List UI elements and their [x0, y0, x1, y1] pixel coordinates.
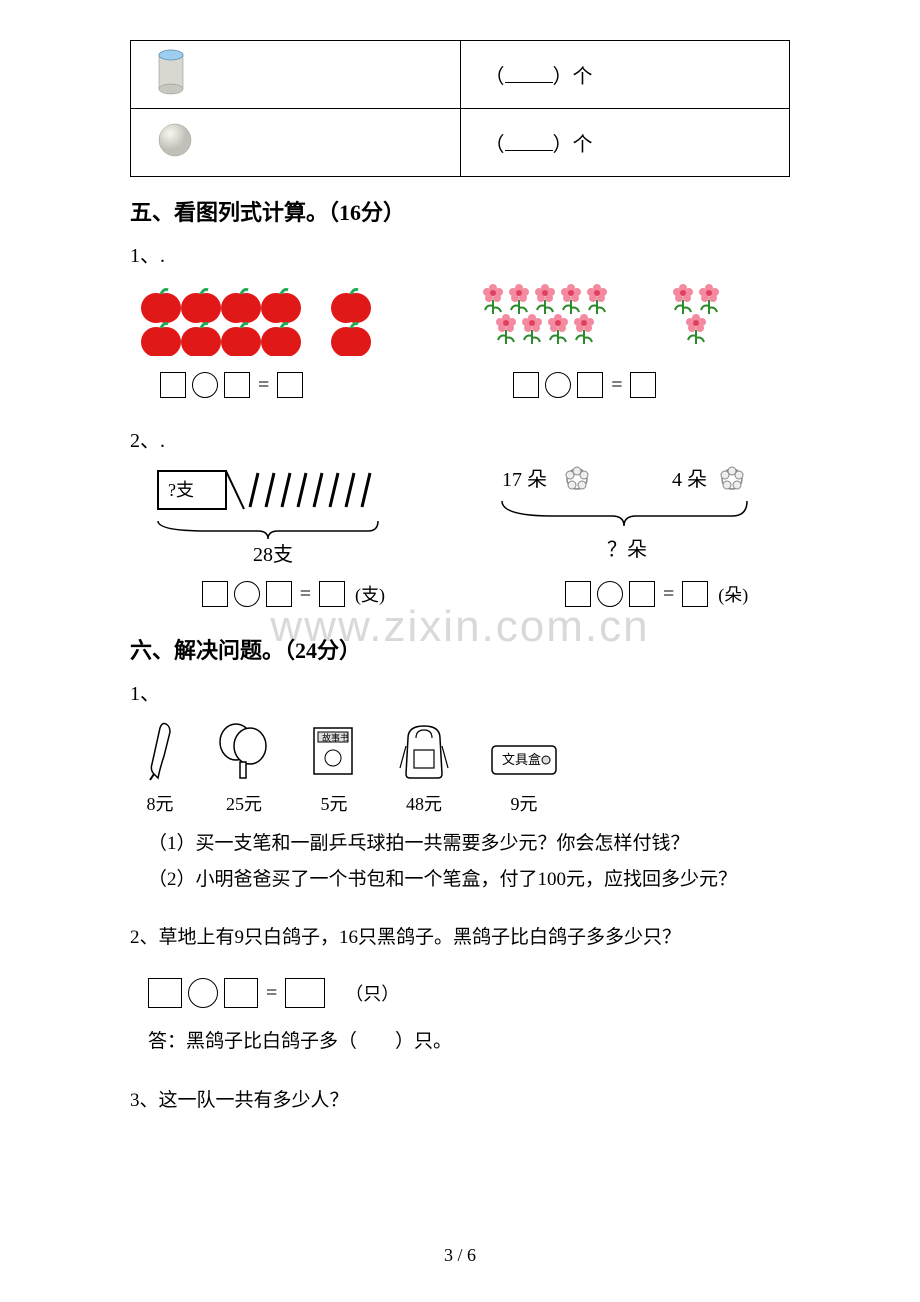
box-label: ?支: [168, 480, 194, 500]
equals-sign: =: [661, 583, 676, 606]
blank-line: [505, 131, 553, 151]
table-row: （ ）个: [131, 109, 790, 177]
cylinder-count-cell: （ ）个: [460, 41, 790, 109]
unit-zhi: （只）: [345, 980, 399, 1006]
sphere-count-cell: （ ）个: [460, 109, 790, 177]
shapes-table: （ ）个 （ ）个: [130, 40, 790, 177]
paren-close-unit: ）个: [553, 134, 593, 156]
flower-count-figure: 17 朵 4 朵 ？朵 = (朵): [473, 461, 790, 625]
flower-count-equation: = (朵): [515, 581, 748, 607]
sphere-icon: [155, 120, 195, 160]
left-count: 17 朵: [502, 469, 547, 491]
pen-icon: [140, 720, 180, 784]
eq-circle: [188, 978, 218, 1008]
equals-sign: =: [298, 583, 313, 606]
eq-box: [277, 372, 303, 398]
apples-equation: =: [130, 372, 447, 398]
eq-box: [682, 581, 708, 607]
page-content: （ ）个 （ ）个 五、看图列式计算。（16分）: [130, 40, 790, 1119]
cylinder-cell: [131, 41, 461, 109]
flowers-figure: =: [473, 276, 790, 416]
table-row: （ ）个: [131, 41, 790, 109]
unknown-label: ？朵: [607, 539, 647, 561]
pencils-equation: = (支): [192, 581, 385, 607]
item-bag: 48元: [396, 720, 452, 816]
apples-icon: [130, 276, 410, 356]
pencils-icon: ?支 28支: [148, 461, 428, 571]
eq-box: [202, 581, 228, 607]
equals-sign: =: [256, 374, 271, 397]
eq-box: [577, 372, 603, 398]
cylinder-icon: [155, 47, 187, 97]
section6-heading: 六、解决问题。（24分）: [130, 633, 790, 665]
blank-line: [505, 63, 553, 83]
unit-duo: (朵): [718, 581, 748, 607]
q1-sub2: （2）小明爸爸买了一个书包和一个笔盒，付了100元，应找回多少元？: [148, 862, 790, 898]
paren-close-unit: ）个: [553, 66, 593, 88]
price-label: 5元: [321, 790, 348, 816]
sphere-cell: [131, 109, 461, 177]
eq-circle: [192, 372, 218, 398]
apples-figure: =: [130, 276, 447, 416]
flower-brace-icon: 17 朵 4 朵 ？朵: [482, 461, 782, 571]
q6-3-block: 3、这一队一共有多少人？: [130, 1083, 790, 1119]
price-label: 48元: [406, 790, 442, 816]
q1-label: 1、.: [130, 239, 790, 268]
bag-icon: [396, 720, 452, 784]
page-number: 3 / 6: [444, 1245, 476, 1266]
q1-sub1: （1）买一支笔和一副乒乓球拍一共需要多少元？你会怎样付钱？: [148, 826, 790, 862]
q6-2-answer: 答：黑鸽子比白鸽子多（ ）只。: [148, 1026, 790, 1053]
eq-box: [224, 978, 258, 1008]
eq-box: [266, 581, 292, 607]
q6-2-block: 2、草地上有9只白鸽子，16只黑鸽子。黑鸽子比白鸽子多多少只？ = （只） 答：…: [130, 920, 790, 1053]
item-paddle: 25元: [216, 720, 272, 816]
flowers-icon: [473, 276, 773, 356]
price-label: 25元: [226, 790, 262, 816]
pencilcase-label: 文具盒: [502, 752, 541, 767]
price-label: 9元: [511, 790, 538, 816]
section5-heading: 五、看图列式计算。（16分）: [130, 195, 790, 227]
eq-box: [630, 372, 656, 398]
q2-label: 2、.: [130, 424, 790, 453]
paren-open: （: [485, 66, 505, 88]
eq-circle: [234, 581, 260, 607]
book-icon: 故事书: [308, 720, 360, 784]
eq-box: [285, 978, 325, 1008]
equals-sign: =: [264, 982, 279, 1005]
eq-box: [629, 581, 655, 607]
item-pencilcase: 文具盒 9元: [488, 736, 560, 816]
q1-figures-row: =: [130, 276, 790, 416]
pencils-figure: ?支 28支: [130, 461, 447, 625]
equals-sign: =: [609, 374, 624, 397]
items-row: 8元 25元 故事书 5元: [140, 720, 790, 816]
q6-1-label: 1、: [130, 677, 790, 706]
unit-zhi: (支): [355, 581, 385, 607]
paren-open: （: [485, 134, 505, 156]
eq-box: [148, 978, 182, 1008]
eq-box: [160, 372, 186, 398]
pencilcase-icon: 文具盒: [488, 736, 560, 784]
q6-2-equation: = （只）: [130, 978, 790, 1008]
price-label: 8元: [147, 790, 174, 816]
q2-figures-row: ?支 28支: [130, 461, 790, 625]
eq-box: [224, 372, 250, 398]
item-pen: 8元: [140, 720, 180, 816]
paddle-icon: [216, 720, 272, 784]
flowers-equation: =: [473, 372, 790, 398]
item-book: 故事书 5元: [308, 720, 360, 816]
q6-3-text: 3、这一队一共有多少人？: [130, 1083, 790, 1119]
total-label: 28支: [253, 543, 293, 566]
q1-subquestions: （1）买一支笔和一副乒乓球拍一共需要多少元？你会怎样付钱？ （2）小明爸爸买了一…: [130, 826, 790, 898]
q6-2-text: 2、草地上有9只白鸽子，16只黑鸽子。黑鸽子比白鸽子多多少只？: [130, 920, 790, 956]
svg-text:故事书: 故事书: [322, 732, 349, 743]
eq-circle: [597, 581, 623, 607]
eq-box: [513, 372, 539, 398]
eq-box: [319, 581, 345, 607]
right-count: 4 朵: [672, 469, 707, 491]
eq-box: [565, 581, 591, 607]
eq-circle: [545, 372, 571, 398]
